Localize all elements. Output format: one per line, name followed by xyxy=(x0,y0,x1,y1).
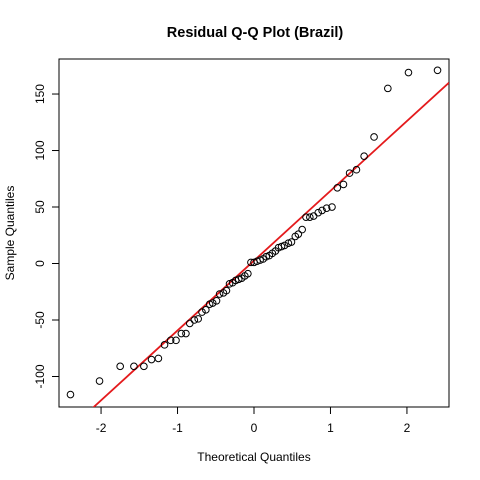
x-axis-label: Theoretical Quantiles xyxy=(197,450,310,464)
chart-title: Residual Q-Q Plot (Brazil) xyxy=(167,25,344,41)
data-point xyxy=(294,230,303,238)
x-tick-label: -1 xyxy=(172,421,183,435)
y-tick-label: -100 xyxy=(33,364,47,388)
data-point xyxy=(147,355,156,364)
data-point xyxy=(160,341,169,349)
data-point xyxy=(130,362,138,371)
data-point xyxy=(182,329,190,338)
data-point xyxy=(194,315,202,323)
x-tick-label: -2 xyxy=(96,421,107,435)
data-point xyxy=(309,212,318,220)
plot-frame xyxy=(58,58,450,408)
x-axis: -2 -1 0 1 2 xyxy=(96,406,411,435)
data-point xyxy=(339,180,348,189)
data-point xyxy=(215,290,224,298)
points-layer xyxy=(66,66,442,399)
data-point xyxy=(370,133,378,141)
y-axis: -100 -50 0 50 100 150 xyxy=(33,84,60,389)
data-point xyxy=(66,390,75,399)
data-point xyxy=(302,213,310,221)
data-point xyxy=(95,377,104,385)
data-point xyxy=(298,225,306,234)
y-tick-label: 100 xyxy=(33,140,47,160)
y-tick-label: -50 xyxy=(33,311,47,329)
data-point xyxy=(198,308,206,316)
data-point xyxy=(140,362,148,371)
data-point xyxy=(154,354,163,363)
data-point xyxy=(318,206,326,215)
x-tick-label: 2 xyxy=(404,421,411,435)
data-point xyxy=(185,319,194,328)
data-point xyxy=(190,316,199,324)
y-tick-label: 50 xyxy=(33,200,47,214)
y-tick-label: 150 xyxy=(33,84,47,104)
x-tick-label: 0 xyxy=(251,421,258,435)
data-point xyxy=(352,165,361,174)
data-point xyxy=(360,152,368,160)
y-axis-label: Sample Quantiles xyxy=(3,186,17,281)
data-point xyxy=(116,362,124,371)
data-point xyxy=(314,208,323,217)
data-point xyxy=(208,299,217,307)
data-point xyxy=(328,203,336,211)
data-point xyxy=(222,286,231,295)
y-tick-label: 0 xyxy=(33,260,47,267)
data-point xyxy=(280,241,289,250)
data-point xyxy=(404,68,413,77)
data-point xyxy=(287,238,296,246)
data-point xyxy=(345,169,354,177)
data-point xyxy=(384,84,392,93)
data-point xyxy=(212,296,221,305)
data-point xyxy=(306,213,314,221)
data-point xyxy=(433,66,442,75)
data-point xyxy=(244,269,252,278)
data-point xyxy=(166,336,175,345)
data-point xyxy=(333,184,342,192)
x-tick-label: 1 xyxy=(327,421,334,435)
data-point xyxy=(322,204,331,212)
data-point xyxy=(177,329,186,338)
data-point xyxy=(172,336,180,345)
data-point xyxy=(202,306,210,314)
